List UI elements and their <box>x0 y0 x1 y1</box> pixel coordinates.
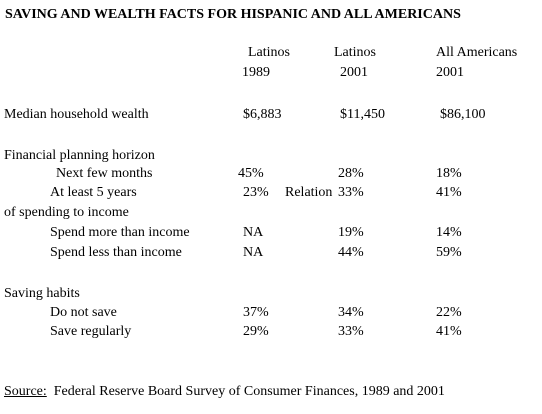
column-header: 2001 <box>436 65 464 80</box>
column-header: Latinos <box>248 45 290 60</box>
cell-value: $11,450 <box>340 107 385 122</box>
source: Source: Federal Reserve Board Survey of … <box>4 384 445 400</box>
source-label: Source: <box>4 384 47 399</box>
cell-value: $86,100 <box>440 107 486 122</box>
cell-value: 23% <box>243 185 269 200</box>
cell-value: 28% <box>338 166 364 181</box>
row-label: Saving habits <box>4 286 80 301</box>
cell-value: 44% <box>338 245 364 260</box>
row-label: At least 5 years <box>50 185 137 200</box>
cell-value: 59% <box>436 245 462 260</box>
row-note: Relation <box>285 185 333 200</box>
row-label: Next few months <box>56 166 153 181</box>
row-label: of spending to income <box>4 205 129 220</box>
cell-value: 22% <box>436 305 462 320</box>
cell-value: 33% <box>338 324 364 339</box>
cell-value: NA <box>243 225 264 240</box>
cell-value: $6,883 <box>243 107 282 122</box>
row-label: Save regularly <box>50 324 132 339</box>
cell-value: 41% <box>436 324 462 339</box>
cell-value: 14% <box>436 225 462 240</box>
row-label: Spend less than income <box>50 245 182 260</box>
cell-value: 18% <box>436 166 462 181</box>
cell-value: 37% <box>243 305 269 320</box>
cell-value: 45% <box>238 166 264 181</box>
row-label: Median household wealth <box>4 107 149 122</box>
cell-value: 19% <box>338 225 364 240</box>
cell-value: NA <box>243 245 264 260</box>
title: SAVING AND WEALTH FACTS FOR HISPANIC AND… <box>5 7 461 22</box>
cell-value: 34% <box>338 305 364 320</box>
column-header: 2001 <box>340 65 368 80</box>
column-header: Latinos <box>334 45 376 60</box>
column-header: All Americans <box>436 45 518 60</box>
cell-value: 29% <box>243 324 269 339</box>
row-label: Do not save <box>50 305 117 320</box>
source-text: Federal Reserve Board Survey of Consumer… <box>53 384 445 399</box>
cell-value: 33% <box>338 185 364 200</box>
row-label: Financial planning horizon <box>4 148 155 163</box>
column-header: 1989 <box>242 65 270 80</box>
cell-value: 41% <box>436 185 462 200</box>
row-label: Spend more than income <box>50 225 190 240</box>
